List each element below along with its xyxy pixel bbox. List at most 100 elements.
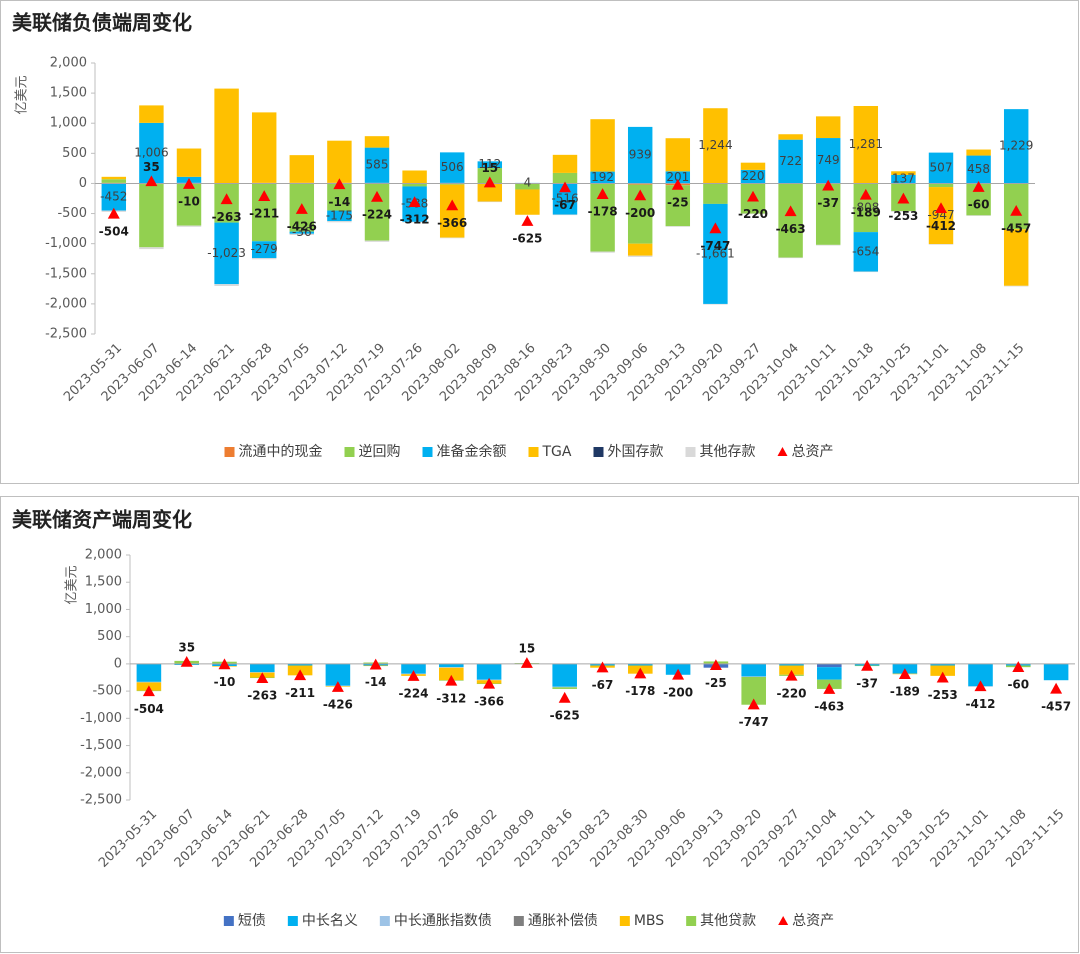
legend-label: 其他存款 [699, 444, 755, 460]
bar-segment [966, 149, 991, 156]
bar-segment [968, 663, 993, 687]
total-label: -747 [739, 715, 769, 729]
bar-segment [665, 138, 691, 172]
total-marker [407, 670, 420, 681]
total-marker [1010, 204, 1023, 216]
chart-title: 美联储负债端周变化 [12, 11, 192, 35]
bar-segment [364, 136, 390, 148]
total-label: -37 [856, 676, 878, 690]
data-label: 507 [930, 160, 953, 174]
legend-label: MBS [634, 913, 664, 929]
y-tick-label: 0 [114, 656, 122, 671]
legend-swatch [685, 447, 696, 457]
data-label: 749 [817, 153, 840, 167]
data-label: 4 [524, 176, 532, 190]
bar-segment [928, 187, 954, 245]
total-marker [898, 668, 911, 679]
bar-segment [817, 667, 842, 680]
bar-segment [327, 210, 352, 222]
bar-segment [139, 122, 164, 184]
total-label: -457 [1041, 699, 1071, 713]
bar-segment [552, 154, 578, 173]
bar-segment [590, 251, 615, 253]
total-marker [220, 193, 233, 205]
total-label: -25 [705, 676, 727, 690]
y-tick-label: -1,500 [45, 266, 87, 281]
total-label: -504 [99, 224, 129, 238]
bar-segment [139, 184, 164, 248]
y-tick-label: 2,000 [50, 56, 87, 71]
bar-segment [703, 203, 728, 304]
total-label: -263 [247, 689, 277, 703]
y-tick-label: 0 [79, 176, 87, 191]
bar-segment [402, 170, 427, 184]
legend-label: 其他贷款 [700, 913, 756, 929]
total-label: -60 [968, 198, 990, 212]
bar-segment [665, 185, 691, 227]
bar-segment [477, 183, 503, 202]
total-label: -412 [926, 219, 956, 233]
total-label: -189 [851, 205, 881, 219]
bar-segment [214, 284, 239, 287]
bar-segment [928, 183, 954, 188]
bar-segment [139, 105, 164, 123]
bar-segment [439, 663, 464, 668]
panel [0, 496, 1079, 953]
bar-segment [891, 211, 916, 212]
bar-segment [552, 214, 578, 216]
bar-segment [590, 171, 615, 184]
bar-segment [778, 134, 803, 140]
total-marker [861, 659, 874, 671]
bar-segment [778, 257, 803, 259]
legend-marker [778, 916, 789, 925]
bar-segment [439, 152, 465, 183]
bar-segment [628, 663, 653, 666]
y-tick-label: 1,500 [50, 86, 87, 101]
total-label: -60 [1007, 678, 1029, 692]
total-marker [1012, 661, 1025, 672]
bar-segment [515, 189, 540, 215]
total-label: -25 [667, 195, 689, 209]
bar-segment [1003, 229, 1029, 286]
y-tick-label: -2,500 [45, 327, 87, 342]
bar-segment [853, 271, 879, 273]
total-label: -312 [436, 691, 466, 705]
total-label: -67 [592, 678, 614, 692]
y-tick-label: -2,000 [80, 765, 122, 780]
total-marker [596, 661, 609, 673]
total-marker [107, 207, 120, 219]
total-marker [483, 176, 496, 188]
total-marker [256, 672, 269, 684]
legend-label: TGA [542, 444, 572, 460]
total-marker [369, 658, 382, 670]
bar-segment [1003, 285, 1029, 287]
data-label: -808 [852, 200, 879, 214]
total-label: -200 [625, 206, 655, 220]
bar-segment [703, 303, 728, 305]
total-marker [859, 188, 872, 200]
bar-segment [101, 183, 127, 211]
total-marker [634, 189, 647, 201]
bar-segment [930, 665, 955, 676]
y-tick-label: -500 [57, 206, 87, 221]
bar-segment [364, 240, 390, 242]
bar-segment [966, 155, 991, 184]
legend-label: 中长通胀指数债 [394, 913, 492, 929]
total-marker [596, 188, 609, 199]
total-marker [747, 190, 759, 202]
total-marker [183, 178, 195, 189]
y-axis-label: 亿美元 [15, 75, 30, 114]
bar-segment [477, 161, 503, 169]
legend-marker [777, 447, 788, 456]
legend-swatch [686, 916, 697, 926]
data-label: 1,229 [999, 139, 1033, 153]
legend-label: 短债 [238, 913, 266, 929]
bar-segment [552, 686, 577, 688]
total-marker [483, 677, 496, 689]
legend-label: 总资产 [792, 913, 834, 929]
bar-segment [136, 663, 162, 682]
total-label: 15 [481, 161, 498, 175]
bar-segment [515, 183, 540, 190]
total-marker [521, 215, 534, 226]
total-label: -457 [1001, 221, 1031, 235]
